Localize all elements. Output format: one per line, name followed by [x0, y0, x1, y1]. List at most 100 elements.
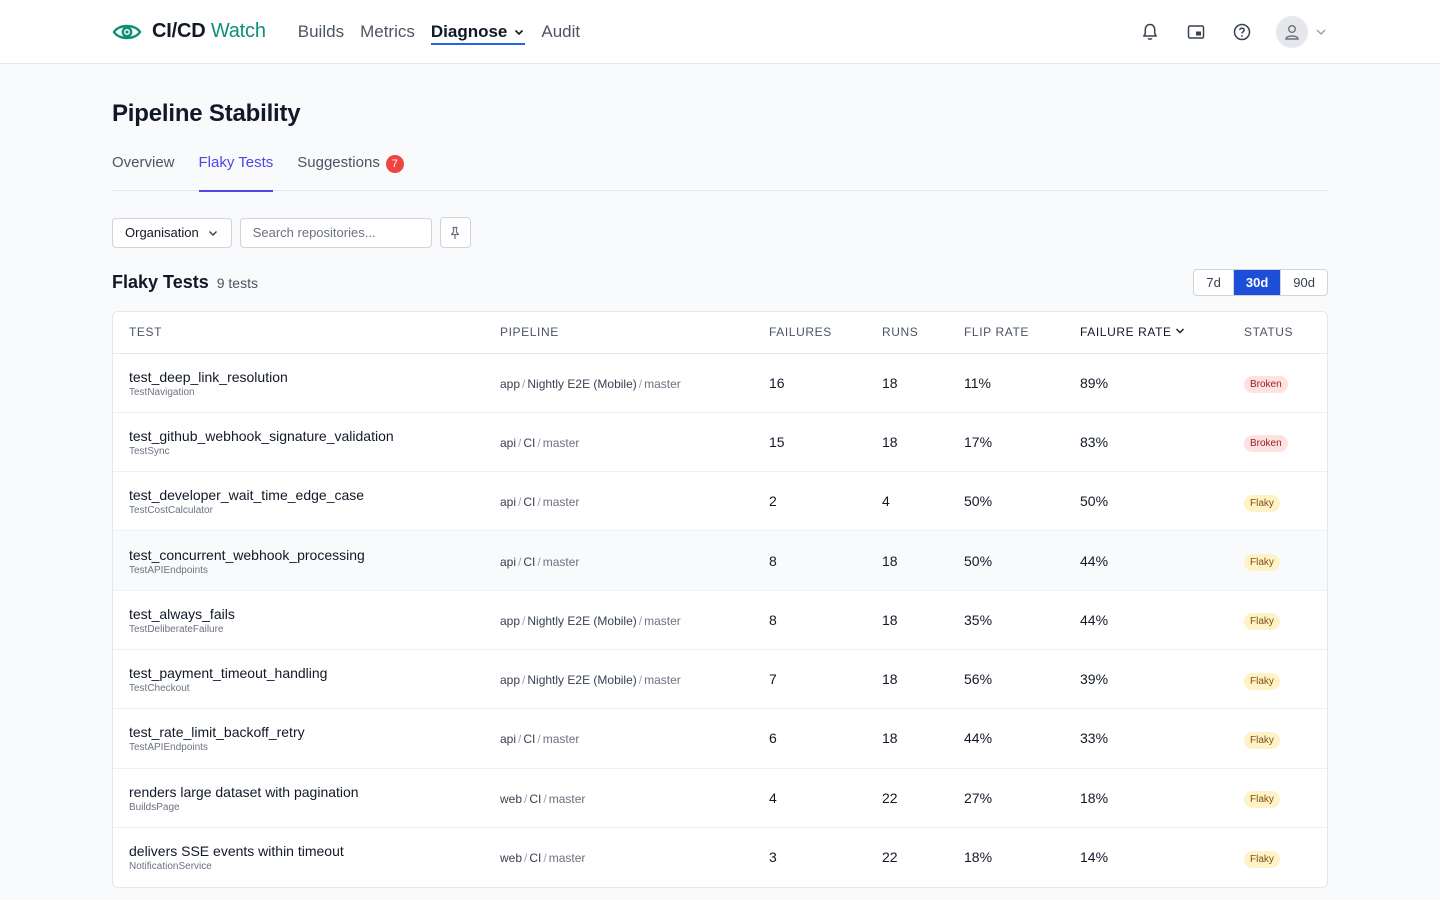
failure-rate-cell: 44% — [1064, 590, 1228, 650]
flip-rate-cell: 56% — [948, 649, 1064, 710]
test-name[interactable]: test_developer_wait_time_edge_case — [129, 487, 365, 504]
failures-cell: 8 — [753, 590, 866, 650]
user-menu[interactable] — [1276, 16, 1328, 48]
path-separator: / — [524, 851, 528, 866]
column-header-failure-rate[interactable]: Failure Rate — [1064, 312, 1228, 354]
test-name[interactable]: test_github_webhook_signature_validation — [129, 427, 394, 444]
table-row[interactable]: test_payment_timeout_handling TestCheckou… — [113, 649, 1327, 710]
status-badge: Flaky — [1244, 791, 1280, 809]
status-badge: Flaky — [1244, 554, 1280, 572]
pipeline-name: CI — [523, 732, 536, 747]
test-cell: test_developer_wait_time_edge_case TestCo… — [113, 471, 484, 532]
test-class: TestSync — [129, 445, 170, 457]
runs-cell: 18 — [866, 353, 948, 413]
test-class: TestAPIEndpoints — [129, 564, 208, 576]
pin-icon — [451, 226, 460, 239]
range-30d-button[interactable]: 30d — [1232, 269, 1281, 295]
status-cell: Flaky — [1228, 649, 1327, 710]
branch-name: master — [644, 673, 681, 688]
status-badge: Flaky — [1244, 850, 1280, 868]
main-nav: Builds Metrics Diagnose Audit — [298, 0, 580, 64]
failures-cell: 2 — [753, 471, 866, 532]
pipeline-cell: web / CI / master — [484, 768, 753, 828]
flaky-tests-table-card: Test Pipeline Failures Runs Flip Rate Fa… — [112, 311, 1328, 888]
nav-builds[interactable]: Builds — [297, 21, 345, 41]
status-badge: Flaky — [1244, 494, 1280, 512]
test-name[interactable]: test_payment_timeout_handling — [129, 665, 328, 682]
status-cell: Flaky — [1228, 530, 1327, 591]
runs-cell: 18 — [866, 649, 948, 710]
path-separator: / — [518, 732, 522, 747]
repo-name: web — [500, 791, 523, 806]
test-name[interactable]: renders large dataset with pagination — [129, 783, 359, 800]
table-row[interactable]: test_deep_link_resolution TestNavigation a… — [113, 353, 1327, 413]
column-header-flip-rate[interactable]: Flip Rate — [948, 312, 1064, 354]
test-class: BuildsPage — [129, 801, 180, 813]
path-separator: / — [537, 732, 541, 747]
organisation-select[interactable]: Organisation — [112, 217, 232, 248]
nav-audit[interactable]: Audit — [541, 21, 581, 41]
column-header-runs[interactable]: Runs — [866, 312, 948, 354]
pipeline-cell: app / Nightly E2E (Mobile) / master — [484, 590, 753, 650]
column-header-test[interactable]: Test — [113, 312, 484, 354]
table-row[interactable]: test_developer_wait_time_edge_case TestCo… — [113, 471, 1327, 532]
nav-diagnose[interactable]: Diagnose — [430, 0, 526, 64]
test-name[interactable]: test_concurrent_webhook_processing — [129, 546, 365, 563]
table-row[interactable]: test_rate_limit_backoff_retry TestAPIEndp… — [113, 708, 1327, 769]
picture-in-picture-icon[interactable] — [1184, 20, 1208, 44]
eye-logo-icon — [112, 24, 142, 39]
path-separator: / — [638, 376, 643, 391]
pipeline-cell: app / Nightly E2E (Mobile) / master — [484, 649, 753, 710]
tab-overview[interactable]: Overview — [112, 154, 175, 171]
flip-rate-cell: 35% — [948, 590, 1064, 650]
table-row[interactable]: delivers SSE events within timeout Notifi… — [113, 827, 1327, 886]
range-90d-button[interactable]: 90d — [1280, 269, 1327, 295]
column-header-failures[interactable]: Failures — [753, 312, 866, 354]
test-name[interactable]: test_always_fails — [129, 605, 235, 622]
runs-cell: 4 — [866, 471, 948, 532]
runs-cell: 18 — [866, 530, 948, 591]
flip-rate-cell: 50% — [948, 471, 1064, 532]
top-bar: CI/CD Watch Builds Metrics Diagnose Audi… — [0, 0, 1440, 64]
table-body: test_deep_link_resolution TestNavigation a… — [113, 353, 1327, 887]
path-separator: / — [537, 554, 541, 569]
table-row[interactable]: test_github_webhook_signature_validation… — [113, 412, 1327, 473]
branch-name: master — [542, 435, 580, 450]
repo-name: app — [500, 673, 521, 688]
repo-name: api — [500, 554, 517, 569]
table-row[interactable]: renders large dataset with pagination Bui… — [113, 768, 1327, 828]
table-row[interactable]: test_always_fails TestDeliberateFailure ap… — [113, 590, 1327, 650]
bell-icon[interactable] — [1138, 20, 1162, 44]
path-separator: / — [638, 673, 643, 688]
repo-name: api — [500, 435, 517, 450]
avatar — [1276, 16, 1308, 48]
path-separator: / — [518, 495, 522, 510]
test-name[interactable]: test_rate_limit_backoff_retry — [129, 724, 305, 741]
tab-flaky-tests[interactable]: Flaky Tests — [198, 153, 273, 192]
test-name[interactable]: delivers SSE events within timeout — [129, 843, 344, 860]
help-circle-icon[interactable] — [1230, 20, 1254, 44]
path-separator: / — [543, 851, 547, 866]
test-cell: test_rate_limit_backoff_retry TestAPIEndp… — [113, 708, 484, 769]
table-row[interactable]: test_concurrent_webhook_processing TestAP… — [113, 530, 1327, 591]
pipeline-cell: api / CI / master — [484, 530, 753, 591]
test-class: TestNavigation — [129, 386, 195, 398]
flip-rate-cell: 11% — [948, 353, 1064, 413]
tab-suggestions[interactable]: Suggestions 7 — [297, 153, 404, 191]
pipeline-cell: api / CI / master — [484, 412, 753, 473]
test-class: NotificationService — [129, 861, 212, 873]
search-repositories-input[interactable] — [239, 217, 432, 248]
column-header-pipeline[interactable]: Pipeline — [484, 312, 753, 354]
brand-logo[interactable]: CI/CD Watch — [112, 20, 266, 43]
path-separator: / — [522, 376, 526, 391]
range-7d-button[interactable]: 7d — [1206, 274, 1221, 290]
column-header-status[interactable]: Status — [1228, 312, 1327, 354]
flip-rate-cell: 17% — [948, 412, 1064, 473]
path-separator: / — [524, 791, 528, 806]
test-cell: test_concurrent_webhook_processing TestAP… — [113, 530, 484, 591]
brand-name: CI/CD Watch — [152, 20, 266, 42]
repo-name: app — [500, 376, 521, 391]
pin-button[interactable] — [439, 217, 471, 248]
test-name[interactable]: test_deep_link_resolution — [129, 368, 288, 385]
nav-metrics[interactable]: Metrics — [360, 21, 415, 41]
